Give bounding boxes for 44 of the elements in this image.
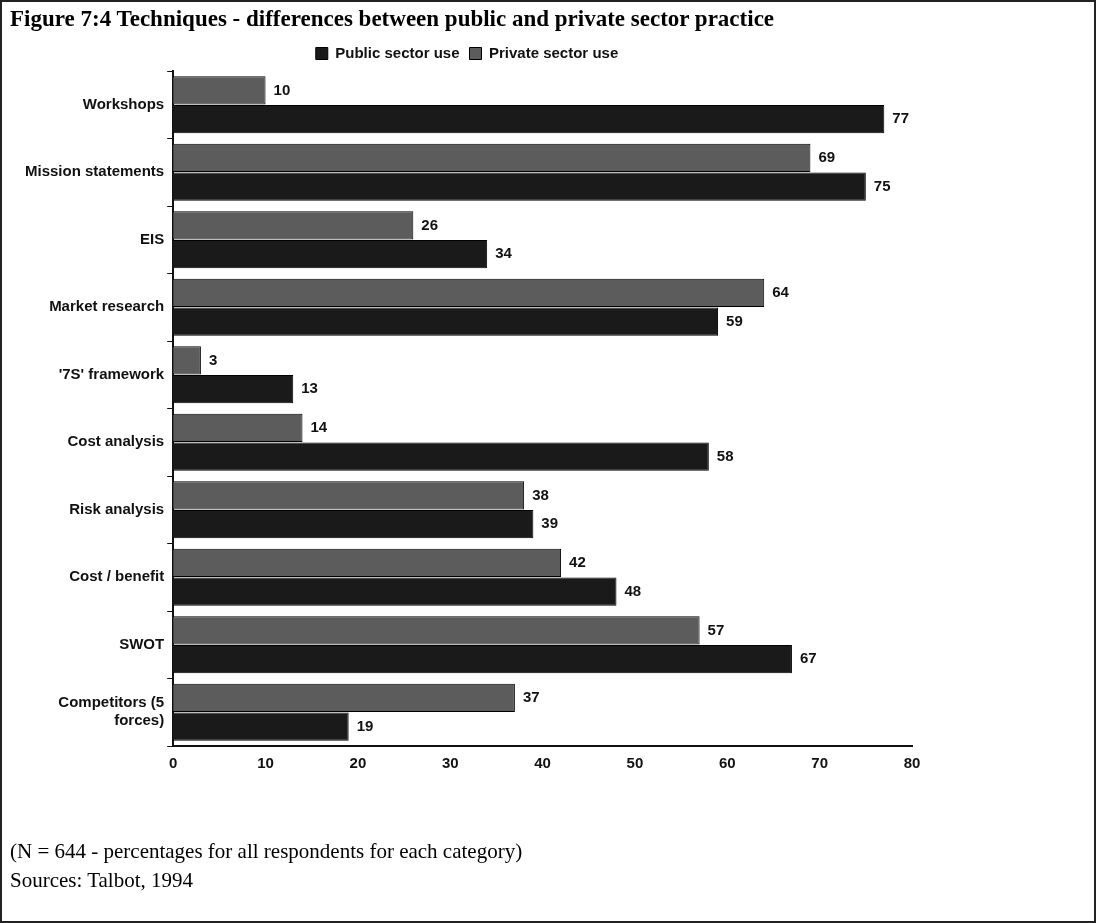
y-tick-label: Cost analysis	[67, 432, 165, 450]
data-label: 13	[301, 379, 318, 397]
data-label: 42	[569, 553, 586, 571]
source-note: Sources: Talbot, 1994	[10, 867, 195, 894]
y-tick-label: SWOT	[119, 634, 165, 652]
data-label: 77	[892, 109, 909, 127]
data-label: 39	[541, 514, 559, 532]
data-label: 3	[208, 350, 218, 368]
data-label: 48	[624, 581, 642, 599]
x-tick-label: 60	[718, 754, 736, 772]
data-label: 59	[726, 311, 743, 329]
data-label: 57	[707, 620, 725, 638]
x-tick-label: 50	[626, 754, 644, 772]
data-label: 19	[356, 716, 374, 734]
x-tick-label: 20	[349, 754, 367, 772]
x-tick-label: 30	[441, 754, 459, 772]
y-tick-label: '7S' framework	[58, 364, 165, 382]
x-tick-label: 10	[257, 754, 274, 772]
y-tick-label: Workshops	[82, 94, 165, 112]
data-label: 10	[273, 80, 291, 98]
y-tick-label: Competitors (5 forces)	[58, 693, 165, 729]
text: (N = 644 - percentages for all respondents for each category)	[10, 838, 523, 865]
x-tick-label: 0	[169, 754, 178, 772]
data-label: 14	[310, 418, 328, 436]
x-tick-label: 70	[811, 754, 828, 772]
data-label: 37	[522, 688, 540, 706]
y-tick-label: EIS	[140, 229, 165, 247]
data-label: 69	[818, 148, 836, 166]
chart-title: Figure 7:4 Techniques - differences between public and private sector practice	[9, 5, 776, 33]
data-label: 75	[873, 176, 891, 194]
data-label: 58	[716, 446, 734, 464]
y-tick-label: Risk analysis	[69, 499, 165, 517]
legend-label: Private sector use	[488, 43, 619, 61]
y-tick-label: Mission statements	[24, 162, 165, 180]
data-label: 34	[495, 244, 513, 262]
legend-label: Public sector use	[335, 43, 460, 61]
x-tick-label: 80	[903, 754, 921, 772]
data-label: 67	[799, 649, 817, 667]
y-tick-label: Cost / benefit	[69, 567, 165, 585]
data-label: 26	[421, 215, 438, 233]
data-label: 64	[772, 283, 790, 301]
x-tick-label: 40	[534, 754, 551, 772]
y-tick-label: Market research	[49, 297, 165, 315]
data-label: 38	[532, 485, 549, 503]
